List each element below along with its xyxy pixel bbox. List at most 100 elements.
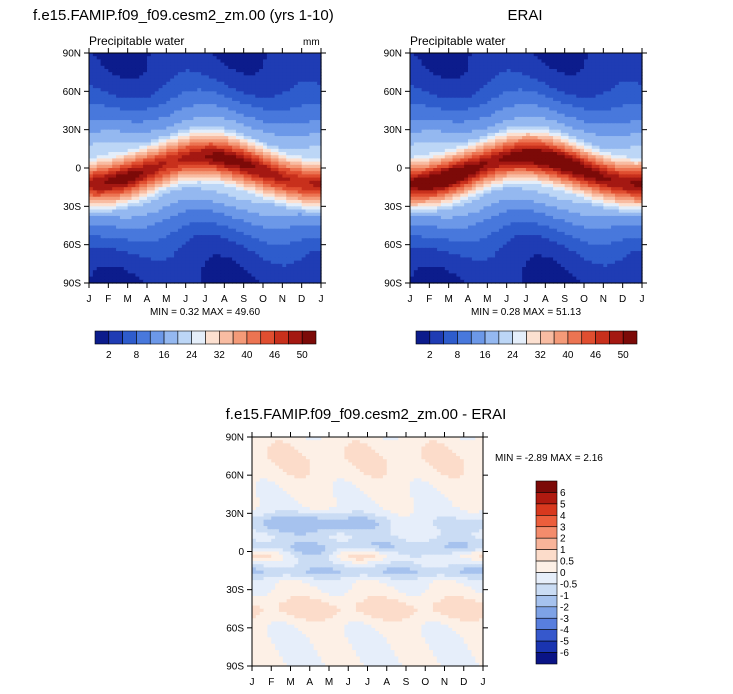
heatmap-cell: [317, 190, 322, 195]
heatmap-cell: [170, 206, 175, 211]
heatmap-cell: [135, 152, 140, 156]
heatmap-cell: [131, 270, 136, 275]
heatmap-cell: [92, 174, 98, 179]
heatmap-cell: [526, 53, 531, 57]
heatmap-cell: [239, 116, 245, 121]
heatmap-cell: [313, 260, 318, 265]
heatmap-cell: [150, 161, 156, 166]
heatmap-cell: [158, 132, 164, 137]
heatmap-cell: [135, 148, 140, 153]
heatmap-cell: [301, 215, 307, 220]
heatmap-cell: [305, 235, 310, 239]
heatmap-cell: [309, 81, 314, 86]
heatmap-cell: [317, 126, 322, 131]
heatmap-cell: [127, 88, 133, 92]
heatmap-cell: [235, 180, 241, 185]
heatmap-cell: [166, 84, 171, 89]
heatmap-cell: [212, 251, 218, 255]
heatmap-cell: [232, 273, 237, 278]
heatmap-cell: [518, 75, 523, 80]
heatmap-cell: [270, 199, 276, 204]
heatmap-cell: [255, 155, 260, 160]
heatmap-cell: [92, 126, 98, 131]
heatmap-cell: [232, 228, 237, 233]
heatmap-cell: [282, 97, 287, 102]
heatmap-cell: [228, 142, 233, 147]
heatmap-cell: [197, 56, 202, 60]
heatmap-cell: [220, 84, 225, 89]
heatmap-cell: [309, 168, 314, 172]
heatmap-cell: [259, 78, 264, 83]
heatmap-cell: [228, 126, 233, 131]
heatmap-cell: [286, 270, 291, 275]
heatmap-cell: [131, 174, 136, 179]
heatmap-cell: [282, 68, 287, 73]
x-tick-label: S: [240, 294, 247, 305]
heatmap-cell: [297, 104, 303, 108]
heatmap-cell: [495, 59, 500, 64]
heatmap-cell: [274, 81, 280, 86]
heatmap-cell: [216, 100, 222, 105]
heatmap-cell: [243, 129, 249, 134]
heatmap-cell: [301, 164, 307, 169]
heatmap-cell: [112, 81, 117, 86]
heatmap-cell: [208, 231, 214, 236]
heatmap-cell: [89, 257, 94, 262]
heatmap-cell: [104, 139, 109, 144]
heatmap-cell: [112, 190, 117, 195]
heatmap-cell: [301, 279, 307, 284]
heatmap-cell: [286, 75, 291, 80]
heatmap-cell: [634, 72, 639, 76]
heatmap-cell: [243, 193, 249, 198]
heatmap-cell: [116, 203, 121, 207]
heatmap-cell: [193, 129, 198, 134]
heatmap-cell: [216, 241, 222, 246]
heatmap-cell: [127, 199, 133, 204]
heatmap-cell: [235, 168, 241, 172]
heatmap-cell: [259, 104, 264, 108]
heatmap-cell: [282, 183, 287, 188]
heatmap-cell: [116, 97, 121, 102]
heatmap-cell: [185, 59, 191, 64]
heatmap-cell: [263, 212, 268, 217]
heatmap-cell: [162, 193, 167, 198]
heatmap-cell: [251, 174, 256, 179]
heatmap-cell: [185, 279, 191, 284]
heatmap-cell: [468, 75, 473, 80]
heatmap-cell: [92, 75, 98, 80]
heatmap-cell: [290, 196, 295, 201]
heatmap-cell: [212, 241, 218, 246]
heatmap-cell: [278, 247, 283, 252]
heatmap-cell: [197, 110, 202, 115]
heatmap-cell: [197, 152, 202, 156]
heatmap-cell: [162, 164, 167, 169]
heatmap-cell: [162, 56, 167, 60]
heatmap-cell: [278, 107, 283, 112]
heatmap-cell: [92, 168, 98, 172]
heatmap-cell: [181, 241, 187, 246]
heatmap-cell: [127, 53, 133, 57]
heatmap-cell: [150, 222, 156, 227]
heatmap-cell: [216, 91, 222, 96]
heatmap-cell: [584, 65, 589, 70]
heatmap-cell: [127, 267, 133, 271]
heatmap-cell: [112, 276, 117, 281]
panel-erai-subtitle: Precipitable water: [410, 34, 505, 48]
heatmap-cell: [174, 263, 179, 268]
heatmap-cell: [150, 148, 156, 153]
heatmap-cell: [270, 225, 276, 230]
heatmap-cell: [301, 123, 307, 128]
heatmap-cell: [127, 120, 133, 124]
heatmap-cell: [232, 65, 237, 70]
heatmap-cell: [89, 183, 94, 188]
heatmap-cell: [232, 84, 237, 89]
heatmap-cell: [305, 222, 310, 227]
heatmap-cell: [189, 212, 194, 217]
heatmap-cell: [189, 110, 194, 115]
heatmap-cell: [297, 263, 303, 268]
heatmap-cell: [208, 110, 214, 115]
heatmap-cell: [158, 174, 164, 179]
heatmap-cell: [266, 171, 272, 175]
heatmap-cell: [166, 123, 171, 128]
heatmap-cell: [112, 94, 117, 99]
